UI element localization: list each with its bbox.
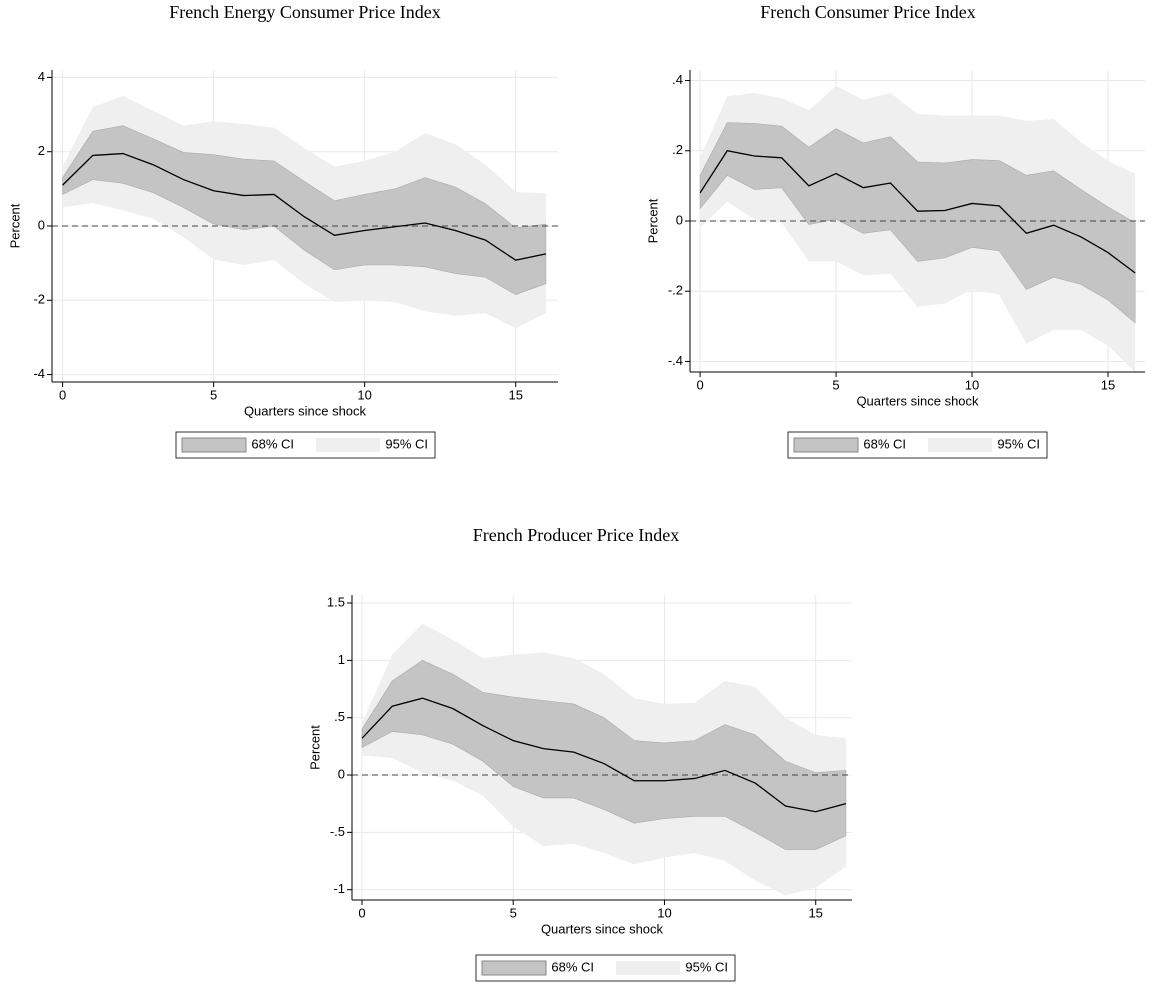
x-tick-label: 15 [1101, 377, 1115, 392]
legend-label: 95% CI [997, 436, 1040, 451]
line [699, 150, 1136, 274]
x-tick-label: 5 [510, 905, 517, 920]
legend-swatch [481, 960, 547, 976]
x-tick-label: 5 [210, 387, 217, 402]
x-tick-label: 15 [508, 387, 522, 402]
legend-label: 95% CI [385, 436, 428, 451]
ci-band [699, 122, 1136, 324]
x-tick-label: 0 [358, 905, 365, 920]
y-tick-label: 0 [38, 217, 45, 232]
y-tick-label: -.2 [668, 283, 683, 298]
chart-title: French Energy Consumer Price Index [169, 2, 441, 22]
line [361, 697, 847, 813]
x-axis-label: Quarters since shock [244, 403, 367, 418]
x-tick-label: 0 [59, 387, 66, 402]
y-axis-label: Percent [7, 203, 22, 248]
legend-label: 95% CI [685, 959, 728, 974]
y-axis-label: Percent [307, 725, 322, 770]
y-tick-label: .2 [672, 142, 683, 157]
line [62, 152, 547, 261]
chart-title: French Producer Price Index [473, 525, 679, 545]
x-tick-label: 10 [357, 387, 371, 402]
x-tick-label: 0 [696, 377, 703, 392]
y-tick-label: -.4 [668, 353, 683, 368]
y-tick-label: 1.5 [327, 594, 345, 609]
y-tick-label: 0 [338, 766, 345, 781]
x-tick-label: 5 [832, 377, 839, 392]
legend-label: 68% CI [251, 436, 294, 451]
chart-title: French Consumer Price Index [760, 2, 975, 22]
y-tick-label: 4 [38, 69, 45, 84]
legend-swatch [181, 437, 247, 453]
legend-label: 68% CI [551, 959, 594, 974]
y-tick-label: 0 [676, 212, 683, 227]
y-tick-label: 2 [38, 143, 45, 158]
y-tick-label: .4 [672, 72, 683, 87]
y-tick-label: .5 [334, 709, 345, 724]
legend-swatch [316, 438, 380, 452]
legend-swatch [616, 961, 680, 975]
ci-band [62, 125, 547, 296]
x-axis-label: Quarters since shock [856, 393, 979, 408]
legend-swatch [793, 437, 859, 453]
y-tick-label: -4 [33, 366, 45, 381]
y-tick-label: 1 [338, 652, 345, 667]
y-axis-label: Percent [645, 198, 660, 243]
ci-band [361, 660, 847, 850]
x-axis-label: Quarters since shock [541, 921, 664, 936]
x-tick-label: 10 [965, 377, 979, 392]
legend-label: 68% CI [863, 436, 906, 451]
y-tick-label: -1 [333, 881, 345, 896]
y-tick-label: -.5 [330, 824, 345, 839]
x-tick-label: 10 [657, 905, 671, 920]
y-tick-label: -2 [33, 292, 45, 307]
x-tick-label: 15 [808, 905, 822, 920]
legend-swatch [928, 438, 992, 452]
